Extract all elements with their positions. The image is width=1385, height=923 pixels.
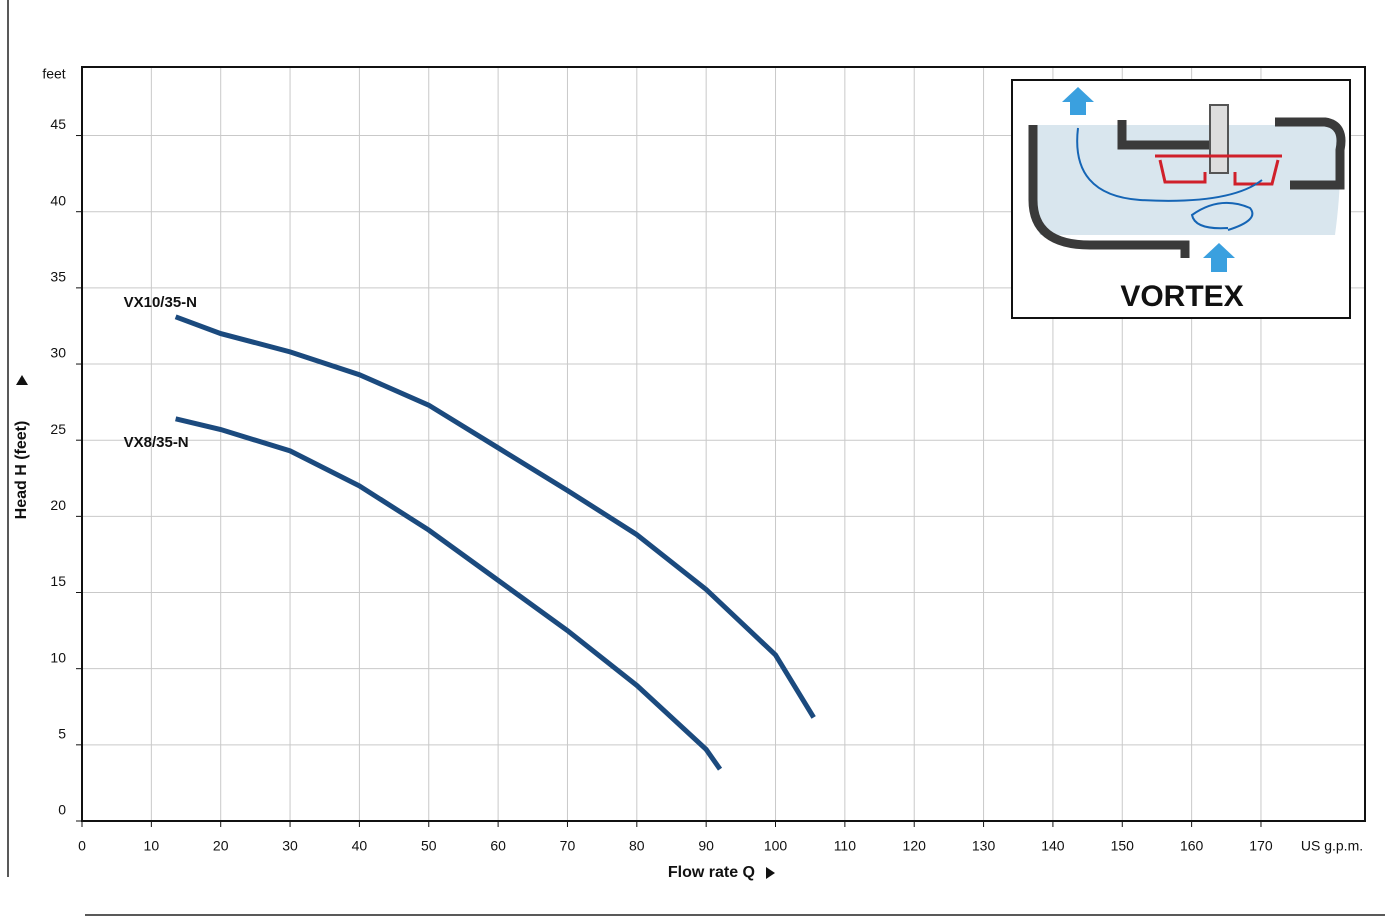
x-tick-label: 70 [560,838,576,854]
y-tick-label: 20 [50,497,66,513]
x-tick-label: 20 [213,838,229,854]
y-tick-label: 35 [50,269,66,285]
y-tick-label: 15 [50,573,66,589]
x-tick-label: 50 [421,838,437,854]
x-tick-label: 120 [903,838,927,854]
x-axis-title: Flow rate Q [668,864,755,881]
y-tick-label: 5 [58,726,66,742]
x-tick-label: 130 [972,838,996,854]
y-tick-label: 25 [50,421,66,437]
x-tick-label: 30 [282,838,298,854]
y-arrow [16,375,28,385]
x-tick-label: 150 [1111,838,1135,854]
x-tick-label: 170 [1249,838,1273,854]
x-tick-label: 100 [764,838,788,854]
curve [176,419,720,769]
x-unit: US g.p.m. [1301,838,1363,854]
x-tick-label: 140 [1041,838,1065,854]
x-tick-label: 160 [1180,838,1204,854]
x-tick-label: 10 [144,838,160,854]
y-unit: feet [42,66,65,82]
y-tick-label: 10 [50,649,66,665]
y-tick-label: 0 [58,802,66,818]
y-tick-label: 30 [50,345,66,361]
y-tick-label: 40 [50,192,66,208]
series-label: VX8/35-N [124,434,189,451]
x-arrow [766,867,775,879]
shaft [1210,105,1228,173]
x-tick-label: 40 [352,838,368,854]
series [176,317,814,769]
series-label: VX10/35-N [124,294,197,311]
inset-title: VORTEX [1120,280,1243,313]
x-tick-label: 90 [698,838,714,854]
x-tick-label: 110 [834,838,857,854]
x-tick-label: 80 [629,838,645,854]
chart: VORTEX feet US g.p.m. Head H (feet) Flow… [0,0,1385,923]
y-tick-label: 45 [50,116,66,132]
inset-diagram: VORTEX [1012,80,1350,318]
x-tick-label: 60 [490,838,506,854]
curve [176,317,814,718]
x-tick-label: 0 [78,838,86,854]
y-axis-title: Head H (feet) [13,421,30,520]
